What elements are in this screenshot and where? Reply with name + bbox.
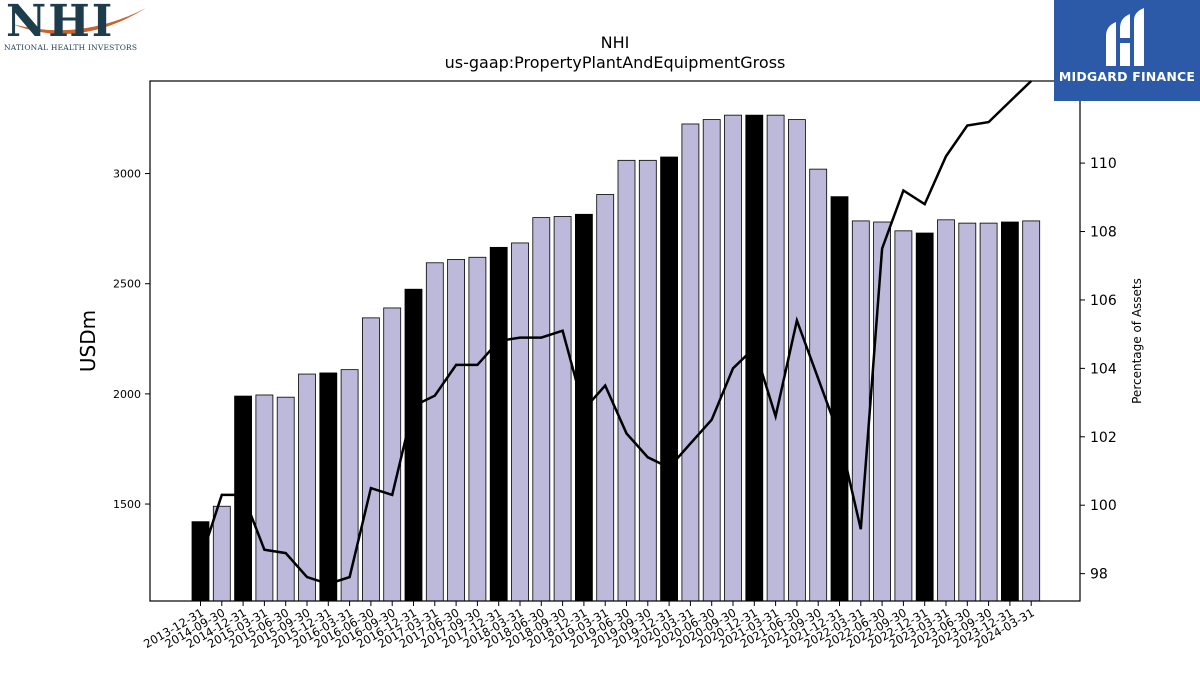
- bar-2021-03-31: [766, 114, 785, 602]
- nhi-swoosh-icon: [12, 8, 146, 34]
- bar-2023-06-30: [958, 222, 977, 602]
- nhi-logo-subtitle: NATIONAL HEALTH INVESTORS: [4, 43, 138, 52]
- bar-2022-09-30: [894, 230, 913, 602]
- y-tick-label: 2500: [113, 278, 141, 291]
- y-tick-label: 3000: [113, 168, 141, 181]
- y2-axis-label: Percentage of Assets: [1130, 278, 1144, 404]
- chart-title: NHI: [601, 33, 630, 52]
- plot-frame: [149, 80, 1081, 602]
- y2-tick-label: 98: [1090, 567, 1108, 583]
- bar-2017-03-31: [425, 262, 444, 602]
- y2-tick-label: 104: [1090, 361, 1117, 377]
- y2-tick-label: 100: [1090, 498, 1117, 514]
- bar-2014-12-31: [234, 395, 253, 602]
- bar-2019-06-30: [617, 159, 636, 602]
- bar-2021-12-31: [830, 196, 849, 602]
- bar-2022-06-30: [873, 221, 891, 602]
- bar-2021-06-30: [788, 119, 806, 602]
- bar-2016-12-31: [404, 288, 423, 602]
- bar-2021-09-30: [809, 168, 828, 602]
- y-tick-label: 2000: [113, 388, 141, 401]
- bar-2019-09-30: [638, 159, 657, 602]
- bar-2020-12-31: [745, 114, 764, 602]
- midgard-logo-text: MIDGARD FINANCE: [1058, 69, 1196, 84]
- bar-2017-06-30: [447, 259, 466, 602]
- bar-2016-06-30: [361, 317, 380, 602]
- bar-2020-09-30: [724, 114, 742, 602]
- bar-2018-09-30: [553, 216, 572, 602]
- midgard-mark-icon: [1106, 8, 1144, 66]
- bar-2014-09-30: [212, 505, 231, 602]
- bar-2015-06-30: [276, 396, 295, 602]
- bar-2015-12-31: [319, 372, 338, 602]
- y-axis-label: USDm: [76, 310, 100, 372]
- bar-2013-12-31: [191, 521, 210, 602]
- bar-2016-03-31: [340, 369, 359, 602]
- bar-2016-09-30: [383, 307, 402, 602]
- bar-2017-12-31: [489, 246, 508, 602]
- bar-2023-03-31: [937, 219, 955, 602]
- bar-2020-03-31: [681, 123, 700, 602]
- nhi-logo: NHI NATIONAL HEALTH INVESTORS: [4, 0, 146, 56]
- x-axis-ticks: 2013-12-312014-09-302014-12-312015-03-31…: [141, 601, 1037, 651]
- bar-2020-06-30: [702, 119, 721, 602]
- y-axis-ticks: 1500 2000 2500 3000: [113, 168, 150, 511]
- bar-2023-12-31: [1001, 221, 1019, 602]
- bar-2023-09-30: [979, 222, 998, 602]
- bars-group: [191, 114, 1041, 602]
- chart-subtitle: us-gaap:PropertyPlantAndEquipmentGross: [445, 53, 786, 72]
- bar-2015-09-30: [298, 373, 316, 602]
- bar-2019-12-31: [660, 156, 678, 602]
- bar-2022-03-31: [851, 220, 870, 602]
- y2-axis-ticks: 98 100 102 104 106 108 110: [1080, 156, 1117, 583]
- y2-tick-label: 110: [1090, 156, 1117, 172]
- nhi-logo-text: NHI: [6, 0, 115, 47]
- bar-2018-06-30: [532, 217, 551, 602]
- y2-tick-label: 106: [1090, 293, 1117, 309]
- y-tick-label: 1500: [113, 498, 141, 511]
- bar-2022-12-31: [915, 232, 934, 602]
- bar-2024-03-31: [1022, 220, 1041, 602]
- bar-2018-03-31: [511, 242, 529, 602]
- bar-2015-03-31: [255, 394, 274, 602]
- bar-2017-09-30: [468, 256, 487, 602]
- y2-tick-label: 108: [1090, 225, 1117, 241]
- midgard-finance-logo: MIDGARD FINANCE: [1054, 0, 1200, 101]
- y2-tick-label: 102: [1090, 430, 1117, 446]
- percentage-line: [199, 80, 1033, 586]
